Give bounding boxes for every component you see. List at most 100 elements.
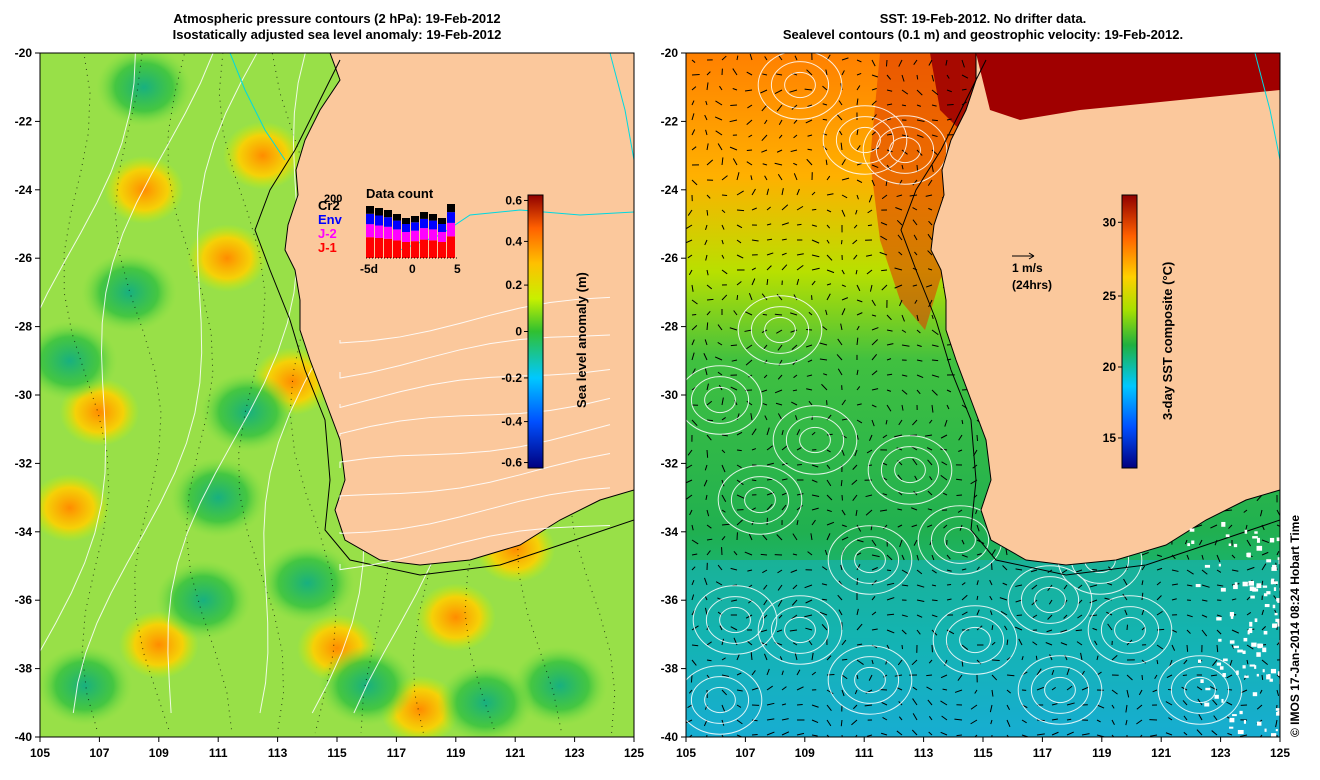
velocity-vector <box>1184 539 1188 545</box>
velocity-vector <box>747 104 753 109</box>
velocity-vector <box>691 419 698 427</box>
velocity-vector <box>1051 669 1055 676</box>
velocity-vector <box>856 299 863 303</box>
velocity-vector <box>729 119 738 123</box>
left-lat-tick-label: -20 <box>15 46 33 60</box>
velocity-vector <box>946 554 951 560</box>
velocity-vector <box>976 609 980 616</box>
velocity-vector <box>886 133 893 136</box>
velocity-vector <box>1125 719 1128 726</box>
velocity-vector <box>736 254 744 259</box>
velocity-vector <box>1186 584 1193 587</box>
sla-high-anomaly <box>415 583 496 652</box>
cloud-pixel <box>1256 537 1260 543</box>
cloud-pixel <box>1191 540 1195 544</box>
velocity-vector <box>706 383 709 391</box>
inset-bar-segment <box>366 206 374 214</box>
velocity-vector <box>821 383 828 391</box>
velocity-vector <box>886 582 895 586</box>
velocity-vector <box>946 389 952 393</box>
inset-bar-segment <box>393 229 401 241</box>
eddy-contour <box>894 456 926 484</box>
velocity-vector <box>1021 656 1024 661</box>
velocity-vector <box>821 566 828 571</box>
velocity-vector <box>781 670 784 676</box>
velocity-vector <box>762 163 768 166</box>
velocity-vector <box>879 509 888 512</box>
cloud-pixel <box>1276 712 1280 716</box>
velocity-vector <box>1239 734 1248 737</box>
velocity-vector <box>975 509 978 515</box>
velocity-vector <box>946 89 952 93</box>
cloud-pixel <box>1229 612 1234 617</box>
velocity-vector <box>1216 569 1222 573</box>
velocity-vector <box>1030 569 1038 573</box>
velocity-vector <box>781 204 789 211</box>
velocity-vector <box>826 449 831 453</box>
velocity-vector <box>901 404 904 411</box>
velocity-vector <box>1154 674 1158 680</box>
cloud-pixel <box>1262 669 1265 673</box>
velocity-vector <box>736 209 745 212</box>
velocity-vector <box>882 717 888 721</box>
velocity-vector <box>763 599 768 606</box>
velocity-vector <box>763 374 768 379</box>
velocity-vector <box>790 329 798 333</box>
velocity-vector <box>1126 674 1133 681</box>
inset-bar-segment <box>411 222 419 231</box>
velocity-vector <box>1141 565 1146 571</box>
velocity-vector <box>896 194 903 198</box>
velocity-vector <box>926 447 933 451</box>
velocity-vector <box>916 614 923 618</box>
velocity-vector <box>781 445 788 451</box>
cloud-pixel <box>1200 679 1204 684</box>
velocity-vector <box>894 434 903 438</box>
right-lat-tick-label: -30 <box>661 388 679 402</box>
velocity-vector <box>927 524 933 528</box>
inset-bar-segment <box>420 218 428 229</box>
velocity-vector <box>856 59 862 63</box>
velocity-vector <box>841 658 848 661</box>
velocity-vector <box>956 734 963 737</box>
velocity-vector <box>745 359 753 366</box>
velocity-vector <box>841 57 849 61</box>
velocity-vector <box>912 698 918 706</box>
inset-bar-segment <box>366 237 374 258</box>
velocity-vector <box>706 82 709 91</box>
eddy-contour <box>1184 676 1216 704</box>
velocity-vector <box>691 339 695 346</box>
velocity-vector <box>1138 689 1143 696</box>
velocity-vector <box>691 566 696 571</box>
sla-high-anomaly <box>40 473 110 542</box>
velocity-vector <box>871 370 878 376</box>
velocity-vector <box>901 104 907 107</box>
cloud-pixel <box>1271 567 1277 571</box>
velocity-vector <box>885 59 888 67</box>
velocity-vector <box>886 554 893 561</box>
sla-low-anomaly <box>40 320 118 401</box>
velocity-vector <box>776 629 783 633</box>
cloud-pixel <box>1205 687 1211 691</box>
velocity-vector <box>781 504 787 511</box>
velocity-vector <box>944 659 948 666</box>
velocity-vector <box>916 359 923 362</box>
velocity-vector <box>928 207 933 211</box>
velocity-vector <box>792 642 798 646</box>
velocity-vector <box>793 294 798 301</box>
velocity-vector <box>811 464 819 468</box>
velocity-vector <box>691 299 698 305</box>
velocity-vector <box>792 533 798 541</box>
velocity-vector <box>792 584 798 590</box>
velocity-vector <box>825 159 828 166</box>
velocity-vector <box>1089 599 1098 604</box>
velocity-vector <box>691 579 695 586</box>
velocity-vector <box>688 269 693 276</box>
velocity-vector <box>706 434 712 441</box>
cloud-pixel <box>1189 528 1195 532</box>
velocity-vector <box>1077 599 1083 605</box>
velocity-vector <box>916 584 925 588</box>
left-lat-tick-label: -34 <box>15 525 33 539</box>
velocity-vector <box>865 509 873 516</box>
velocity-vector <box>691 146 697 151</box>
left-axes: -20 -22 -24 -26 -28 -30 -32 -34 -36 -38 -40 105 107 1… <box>15 46 645 760</box>
